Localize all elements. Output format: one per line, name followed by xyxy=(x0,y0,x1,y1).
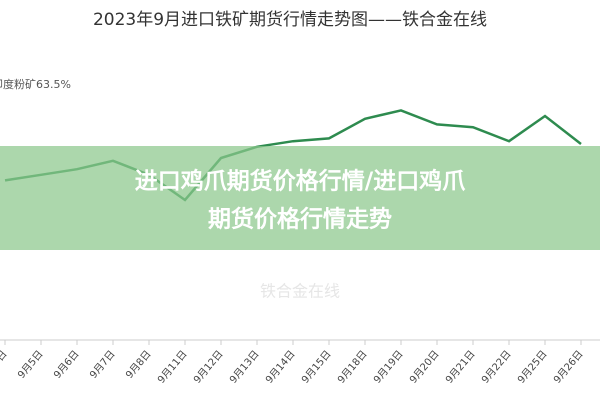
series-label: 印度粉矿63.5% xyxy=(0,77,71,91)
banner-background xyxy=(0,146,600,250)
chart-title: 2023年9月进口铁矿期货行情走势图——铁合金在线 xyxy=(93,10,487,30)
watermark: 铁合金在线 xyxy=(260,282,340,301)
banner-line: 期货价格行情走势 xyxy=(208,206,392,233)
banner-line: 进口鸡爪期货价格行情/进口鸡爪 xyxy=(135,168,466,195)
